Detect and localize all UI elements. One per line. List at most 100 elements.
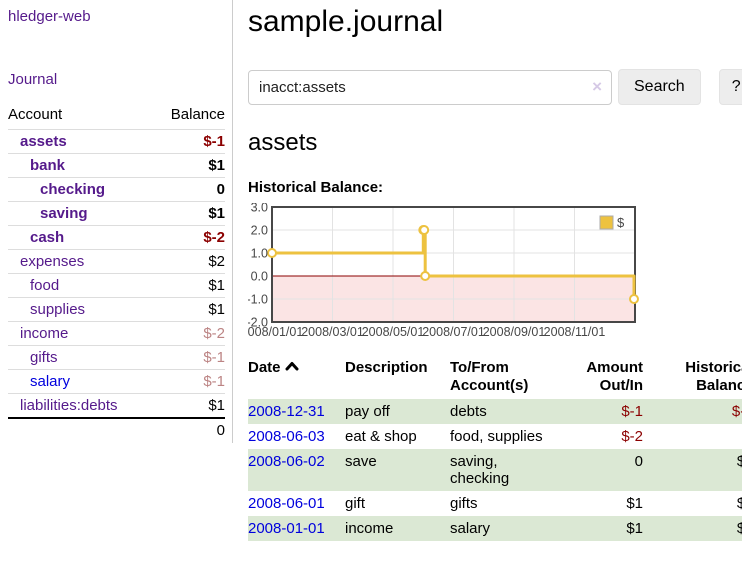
accounts-header-balance: Balance <box>153 104 225 130</box>
register-balance: $-1 <box>731 403 742 420</box>
account-row: expenses $2 <box>8 249 225 274</box>
account-heading: assets <box>248 129 318 156</box>
data-point-marker <box>267 248 277 258</box>
legend-swatch <box>599 215 614 230</box>
account-balance: $1 <box>208 397 225 414</box>
historical-balance-chart: 3.0 2.0 1.0 0.0 -1.0 -2.02008/01/012008/03/01… <box>248 203 639 339</box>
accounts-total-value: 0 <box>8 417 225 442</box>
y-tick-label: -1.0 <box>248 293 268 307</box>
register-row: 2008-01-01 income salary $1 $1 <box>248 516 742 541</box>
account-link[interactable]: expenses <box>20 253 85 270</box>
account-balance: 0 <box>153 177 225 202</box>
register-table: Date Description To/From Account(s) Amou… <box>248 357 742 541</box>
register-header-accounts: To/From Account(s) <box>450 359 529 394</box>
account-balance: $-1 <box>153 129 225 154</box>
page: hledger-web Journal Account Balance asse… <box>0 0 742 541</box>
clear-search-icon[interactable]: × <box>592 76 602 96</box>
account-row: gifts $-1 <box>8 345 225 370</box>
accounts-header-row: Account Balance <box>8 104 225 130</box>
register-row: 2008-12-31 pay off debts $-1 $-1 <box>248 399 742 424</box>
register-description: gift <box>345 495 366 512</box>
register-date-link[interactable]: 2008-01-01 <box>248 520 325 537</box>
register-description: save <box>345 453 377 470</box>
x-tick-label: 2008/03/01 <box>301 325 364 339</box>
account-link[interactable]: bank <box>30 157 66 174</box>
x-tick-label: 2008/09/01 <box>483 325 546 339</box>
account-balance: $1 <box>153 201 225 226</box>
account-link[interactable]: liabilities:debts <box>20 397 118 414</box>
register-header-date[interactable]: Date <box>248 357 345 399</box>
register-header-amount: Amount Out/In <box>586 359 643 394</box>
register-header-row: Date Description To/From Account(s) Amou… <box>248 357 742 399</box>
account-link[interactable]: gifts <box>30 349 58 366</box>
register-amount: 0 <box>634 453 643 470</box>
account-row: bank $1 <box>8 153 225 178</box>
account-link[interactable]: supplies <box>30 301 86 318</box>
x-tick-label: 2008/11/01 <box>544 325 606 339</box>
register-amount: $-1 <box>621 403 643 420</box>
account-row: income $-2 <box>8 321 225 346</box>
register-description: pay off <box>345 403 390 420</box>
register-date-link[interactable]: 2008-06-01 <box>248 495 325 512</box>
x-tick-label: 2008/05/01 <box>362 325 425 339</box>
y-tick-label: 2.0 <box>251 224 268 238</box>
register-description: eat & shop <box>345 428 417 445</box>
register-row: 2008-06-03 eat & shop food, supplies $-20 <box>248 424 742 449</box>
x-tick-label: 2008/01/01 <box>248 325 303 339</box>
register-header-description: Description <box>345 359 428 376</box>
page-title: sample.journal <box>248 5 444 38</box>
account-link[interactable]: assets <box>20 133 67 150</box>
data-point-marker <box>629 294 639 304</box>
y-tick-label: 3.0 <box>251 203 268 215</box>
register-amount: $1 <box>626 495 643 512</box>
account-row: assets $-1 <box>8 129 225 154</box>
accounts-header-account: Account <box>8 104 154 130</box>
register-balance: $2 <box>736 453 742 470</box>
main-content: sample.journal × Search ? assets Histori… <box>233 0 742 541</box>
help-button[interactable]: ? <box>718 69 742 105</box>
register-balance: $2 <box>736 495 742 512</box>
account-row: supplies $1 <box>8 297 225 322</box>
register-accounts: gifts <box>450 495 478 512</box>
account-link[interactable]: food <box>30 277 60 294</box>
register-amount: $-2 <box>621 428 643 445</box>
sidebar-item-journal[interactable]: Journal <box>8 71 58 88</box>
register-accounts: debts <box>450 403 487 420</box>
search-input[interactable] <box>248 69 612 105</box>
register-accounts: food, supplies <box>450 428 543 445</box>
chart-title: Historical Balance: <box>248 179 384 196</box>
search-form: × Search ? <box>248 69 742 105</box>
account-link[interactable]: salary <box>30 373 71 390</box>
account-row: salary $-1 <box>8 369 225 394</box>
account-link[interactable]: cash <box>30 229 65 246</box>
y-tick-label: 1.0 <box>251 247 268 261</box>
account-balance: $-1 <box>153 345 225 370</box>
register-amount: $1 <box>626 520 643 537</box>
search-button[interactable]: Search <box>618 69 701 105</box>
brand-link[interactable]: hledger-web <box>8 8 91 25</box>
account-balance: $1 <box>153 273 225 298</box>
register-header-balance: Historical Balance <box>685 359 742 394</box>
sidebar: hledger-web Journal Account Balance asse… <box>0 0 233 443</box>
account-balance: $-2 <box>153 225 225 250</box>
account-link[interactable]: income <box>20 325 69 342</box>
account-balance: $2 <box>153 249 225 274</box>
register-date-link[interactable]: 2008-12-31 <box>248 403 325 420</box>
register-date-link[interactable]: 2008-06-02 <box>248 453 325 470</box>
account-link[interactable]: saving <box>40 205 88 222</box>
register-accounts: salary <box>450 520 491 537</box>
register-row: 2008-06-01 gift gifts $1 $2 <box>248 491 742 516</box>
register-accounts: saving, checking <box>450 453 510 487</box>
account-balance: $1 <box>153 153 225 178</box>
account-balance: $1 <box>153 297 225 322</box>
data-point-marker <box>420 271 431 281</box>
register-tbody: 2008-12-31 pay off debts $-1 $-1 2008-06-03 ea… <box>248 399 742 541</box>
register-balance: $1 <box>736 520 742 537</box>
register-row: 2008-06-02 save saving, checking 0 $2 <box>248 449 742 491</box>
register-date-link[interactable]: 2008-06-03 <box>248 428 325 445</box>
account-link[interactable]: checking <box>40 181 106 198</box>
register-description: income <box>345 520 394 537</box>
account-row: food $1 <box>8 273 225 298</box>
account-balance: $-1 <box>153 369 225 394</box>
plot-border <box>271 206 636 323</box>
